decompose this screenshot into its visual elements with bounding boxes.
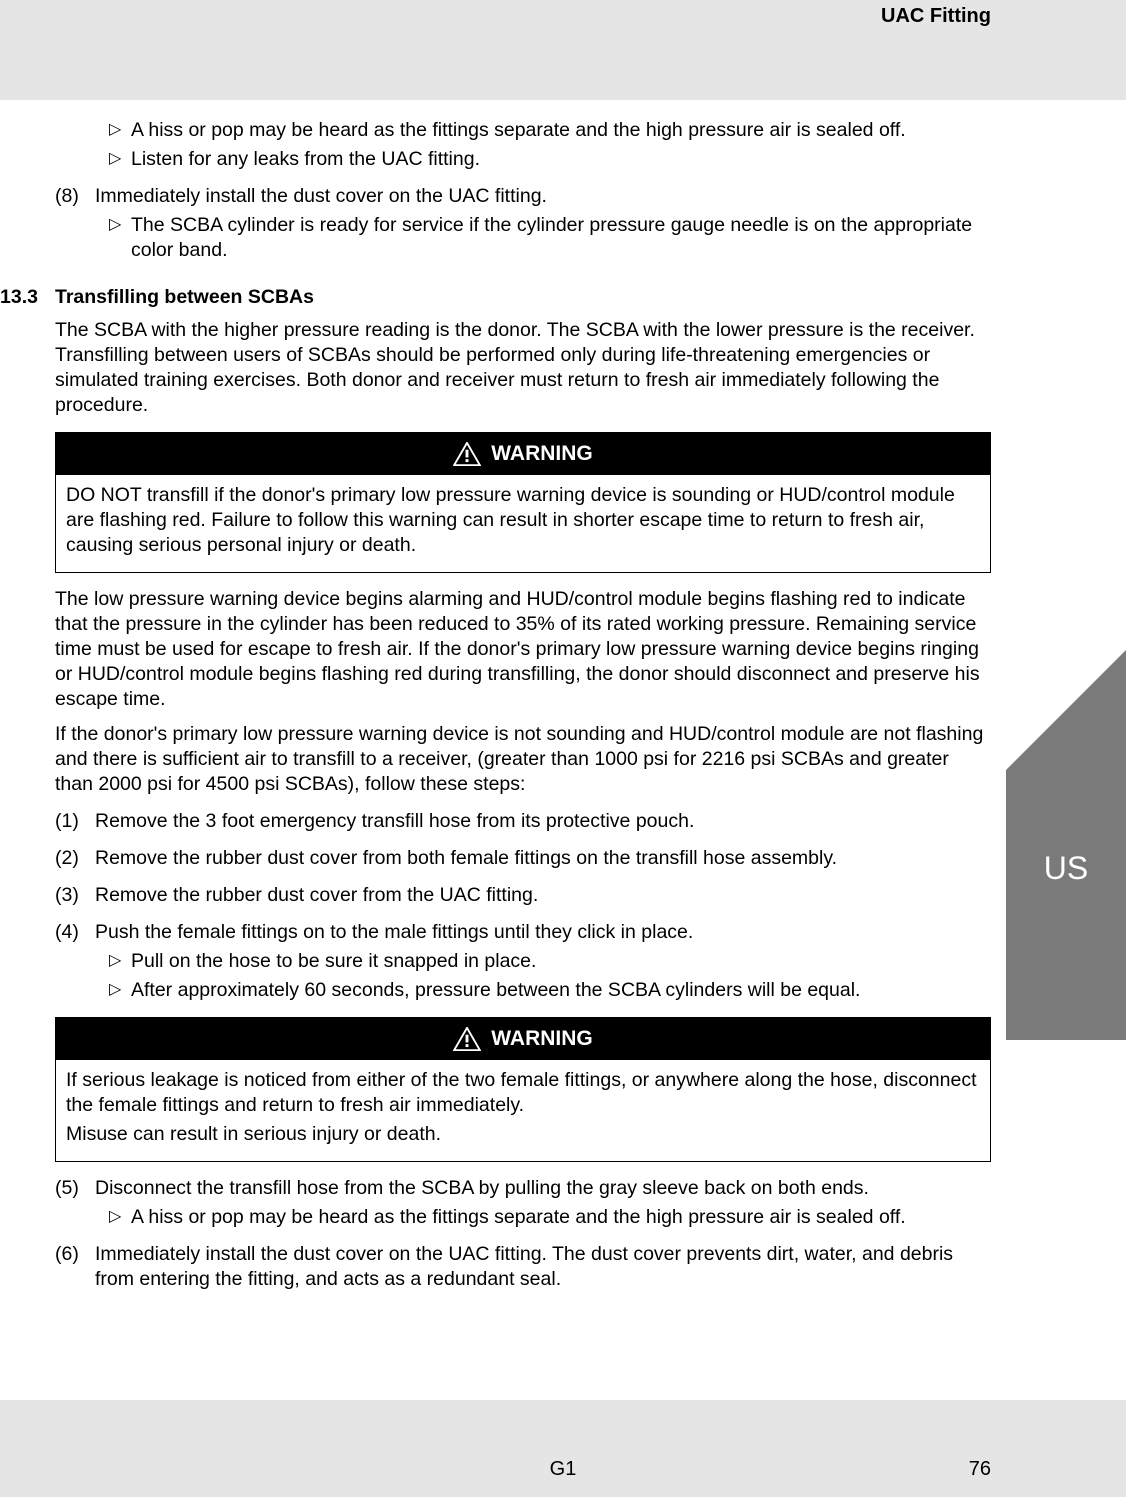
- step-4: (4) Push the female fittings on to the m…: [55, 920, 991, 945]
- warning-triangle-icon: [453, 1027, 481, 1051]
- warning-box-2: WARNING If serious leakage is noticed fr…: [55, 1017, 991, 1163]
- paragraph: The low pressure warning device begins a…: [55, 587, 991, 712]
- triangle-icon: ▷: [109, 213, 131, 263]
- step-8-sub: ▷ The SCBA cylinder is ready for service…: [109, 213, 991, 263]
- list-item: ▷ A hiss or pop may be heard as the fitt…: [109, 1205, 991, 1230]
- triangle-icon: ▷: [109, 147, 131, 172]
- warning-text: If serious leakage is noticed from eithe…: [66, 1068, 980, 1118]
- warning-header: WARNING: [56, 433, 990, 476]
- intro-sub-list: ▷ A hiss or pop may be heard as the fitt…: [109, 118, 991, 172]
- list-item: ▷ The SCBA cylinder is ready for service…: [109, 213, 991, 263]
- step-number: (5): [55, 1176, 95, 1201]
- step-1: (1) Remove the 3 foot emergency transfil…: [55, 809, 991, 834]
- triangle-icon: ▷: [109, 978, 131, 1003]
- warning-box-1: WARNING DO NOT transfill if the donor's …: [55, 432, 991, 574]
- list-item: ▷ Pull on the hose to be sure it snapped…: [109, 949, 991, 974]
- step-text: Remove the 3 foot emergency transfill ho…: [95, 809, 991, 834]
- step-8: (8) Immediately install the dust cover o…: [55, 184, 991, 209]
- section-title: Transfilling between SCBAs: [55, 285, 314, 310]
- page: UAC Fitting ▷ A hiss or pop may be heard…: [0, 0, 1126, 1497]
- header-title: UAC Fitting: [881, 5, 991, 28]
- step-4-sub: ▷ Pull on the hose to be sure it snapped…: [109, 949, 991, 1003]
- warning-text: Misuse can result in serious injury or d…: [66, 1122, 980, 1147]
- footer-page-number: 76: [969, 1458, 991, 1481]
- footer-center: G1: [0, 1458, 1126, 1481]
- warning-header: WARNING: [56, 1018, 990, 1061]
- step-2: (2) Remove the rubber dust cover from bo…: [55, 846, 991, 871]
- warning-body: If serious leakage is noticed from eithe…: [56, 1060, 990, 1161]
- footer-band: G1 76: [0, 1442, 1126, 1497]
- warning-body: DO NOT transfill if the donor's primary …: [56, 475, 990, 572]
- step-6: (6) Immediately install the dust cover o…: [55, 1242, 991, 1292]
- step-text: Disconnect the transfill hose from the S…: [95, 1176, 991, 1201]
- triangle-icon: ▷: [109, 1205, 131, 1230]
- list-text: A hiss or pop may be heard as the fittin…: [131, 1205, 991, 1230]
- section-intro: The SCBA with the higher pressure readin…: [55, 318, 991, 418]
- side-tab-corner: [1006, 650, 1126, 770]
- step-number: (4): [55, 920, 95, 945]
- step-number: (1): [55, 809, 95, 834]
- list-item: ▷ Listen for any leaks from the UAC fitt…: [109, 147, 991, 172]
- list-text: Pull on the hose to be sure it snapped i…: [131, 949, 991, 974]
- list-item: ▷ After approximately 60 seconds, pressu…: [109, 978, 991, 1003]
- triangle-icon: ▷: [109, 949, 131, 974]
- warning-text: DO NOT transfill if the donor's primary …: [66, 483, 980, 558]
- step-text: Immediately install the dust cover on th…: [95, 1242, 991, 1292]
- list-text: A hiss or pop may be heard as the fittin…: [131, 118, 991, 143]
- step-text: Push the female fittings on to the male …: [95, 920, 991, 945]
- list-text: Listen for any leaks from the UAC fittin…: [131, 147, 991, 172]
- section-number: 13.3: [0, 285, 55, 310]
- side-tab-label: US: [1006, 850, 1126, 887]
- triangle-icon: ▷: [109, 118, 131, 143]
- step-text: Immediately install the dust cover on th…: [95, 184, 991, 209]
- step-5-sub: ▷ A hiss or pop may be heard as the fitt…: [109, 1205, 991, 1230]
- warning-label: WARNING: [491, 441, 593, 468]
- warning-label: WARNING: [491, 1026, 593, 1053]
- step-3: (3) Remove the rubber dust cover from th…: [55, 883, 991, 908]
- warning-triangle-icon: [453, 442, 481, 466]
- side-tab: US: [1006, 770, 1126, 1040]
- header-band: UAC Fitting: [0, 0, 1126, 100]
- content: ▷ A hiss or pop may be heard as the fitt…: [55, 118, 991, 1292]
- list-text: After approximately 60 seconds, pressure…: [131, 978, 991, 1003]
- step-number: (2): [55, 846, 95, 871]
- paragraph: If the donor's primary low pressure warn…: [55, 722, 991, 797]
- list-text: The SCBA cylinder is ready for service i…: [131, 213, 991, 263]
- step-number: (3): [55, 883, 95, 908]
- list-item: ▷ A hiss or pop may be heard as the fitt…: [109, 118, 991, 143]
- step-text: Remove the rubber dust cover from the UA…: [95, 883, 991, 908]
- step-number: (8): [55, 184, 95, 209]
- step-number: (6): [55, 1242, 95, 1292]
- step-text: Remove the rubber dust cover from both f…: [95, 846, 991, 871]
- content-band: ▷ A hiss or pop may be heard as the fitt…: [0, 100, 1126, 1400]
- step-5: (5) Disconnect the transfill hose from t…: [55, 1176, 991, 1201]
- section-heading: 13.3 Transfilling between SCBAs: [0, 285, 991, 310]
